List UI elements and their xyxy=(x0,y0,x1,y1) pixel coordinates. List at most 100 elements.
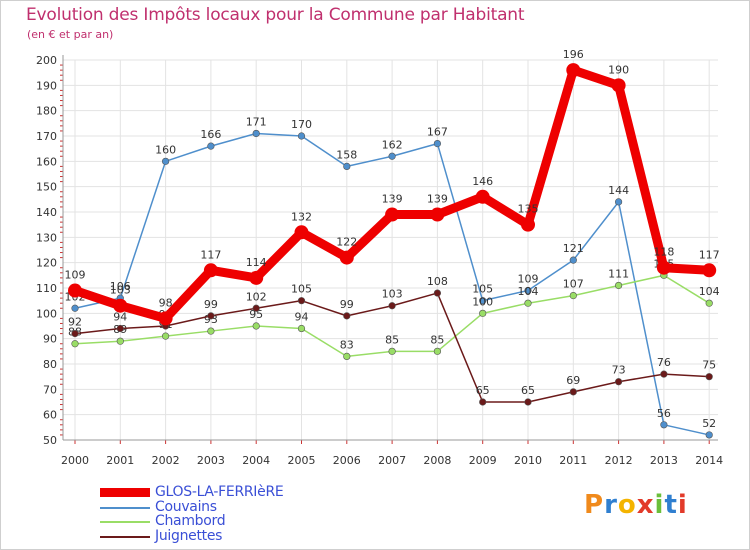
data-point xyxy=(524,398,532,406)
data-point xyxy=(249,270,264,285)
data-label: 162 xyxy=(382,138,403,151)
data-point xyxy=(388,152,396,160)
x-tick-label: 2007 xyxy=(378,454,406,467)
logo-letter: P xyxy=(584,490,605,520)
data-label: 170 xyxy=(291,118,312,131)
data-label: 92 xyxy=(68,316,82,329)
data-label: 105 xyxy=(472,283,493,296)
data-point xyxy=(433,347,442,355)
legend-swatch xyxy=(100,488,150,497)
data-label: 103 xyxy=(110,284,131,297)
data-point xyxy=(569,388,577,396)
data-label: 106 xyxy=(110,280,131,293)
data-point xyxy=(116,337,124,345)
logo-letter: i xyxy=(677,490,688,520)
data-point xyxy=(385,207,400,222)
y-tick-label: 100 xyxy=(36,307,57,320)
y-tick-label: 190 xyxy=(36,79,57,92)
data-label: 75 xyxy=(702,359,716,372)
data-label: 65 xyxy=(521,384,535,397)
y-tick-label: 160 xyxy=(36,155,57,168)
data-point xyxy=(433,289,442,297)
data-label: 73 xyxy=(612,364,626,377)
x-tick-label: 2005 xyxy=(288,454,316,467)
data-label: 65 xyxy=(476,384,490,397)
data-label: 52 xyxy=(702,417,716,430)
x-tick-label: 2009 xyxy=(469,454,497,467)
data-point xyxy=(660,421,668,429)
y-tick-label: 180 xyxy=(36,105,57,118)
data-point xyxy=(158,311,173,326)
y-tick-label: 70 xyxy=(43,383,57,396)
x-tick-label: 2014 xyxy=(695,454,723,467)
x-tick-label: 2011 xyxy=(559,454,587,467)
data-label: 109 xyxy=(518,273,539,286)
data-label: 100 xyxy=(472,295,493,308)
data-label: 108 xyxy=(427,275,448,288)
data-label: 105 xyxy=(291,283,312,296)
logo-letter: x xyxy=(636,490,655,520)
data-point xyxy=(656,260,671,275)
data-point xyxy=(521,217,535,232)
data-point xyxy=(207,312,215,320)
data-point xyxy=(660,370,668,378)
data-label: 118 xyxy=(653,246,674,259)
y-tick-label: 90 xyxy=(43,333,57,346)
data-point xyxy=(297,132,306,140)
data-label: 94 xyxy=(295,311,309,324)
data-label: 144 xyxy=(608,184,629,197)
data-point xyxy=(569,292,577,300)
legend-swatch xyxy=(100,521,150,523)
data-label: 104 xyxy=(518,285,539,298)
legend-label: Chambord xyxy=(155,513,226,529)
data-point xyxy=(566,63,581,78)
data-label: 109 xyxy=(65,269,86,282)
data-label: 139 xyxy=(382,193,403,206)
data-point xyxy=(339,250,354,265)
data-point xyxy=(388,302,396,310)
data-point xyxy=(68,283,82,298)
data-point xyxy=(475,189,490,204)
x-tick-label: 2008 xyxy=(423,454,451,467)
data-point xyxy=(343,312,351,320)
x-tick-label: 2003 xyxy=(197,454,225,467)
data-label: 83 xyxy=(340,338,354,351)
data-point xyxy=(71,304,79,312)
y-tick-label: 110 xyxy=(36,282,57,295)
data-label: 121 xyxy=(563,242,584,255)
data-point xyxy=(614,378,623,386)
data-point xyxy=(479,398,487,406)
data-point xyxy=(614,281,623,290)
data-point xyxy=(702,263,717,278)
data-point xyxy=(705,373,713,381)
x-tick-label: 2004 xyxy=(242,454,270,467)
data-label: 139 xyxy=(427,193,448,206)
x-tick-label: 2001 xyxy=(106,454,134,467)
data-point xyxy=(207,327,215,335)
data-label: 76 xyxy=(657,356,671,369)
data-point xyxy=(569,256,577,264)
data-label: 166 xyxy=(200,128,221,141)
y-tick-label: 170 xyxy=(36,130,57,143)
data-label: 196 xyxy=(563,48,584,61)
proxiti-logo: Proxiti xyxy=(584,490,688,520)
data-label: 104 xyxy=(699,285,720,298)
x-tick-label: 2002 xyxy=(152,454,180,467)
data-label: 171 xyxy=(246,115,267,128)
legend-swatch xyxy=(100,506,150,509)
y-tick-label: 60 xyxy=(43,409,57,422)
data-label: 111 xyxy=(608,267,629,280)
data-label: 167 xyxy=(427,126,448,139)
data-label: 107 xyxy=(563,278,584,291)
y-tick-label: 120 xyxy=(36,257,57,270)
data-point xyxy=(524,299,532,307)
x-tick-label: 2006 xyxy=(333,454,361,467)
chart-subtitle: (en € et par an) xyxy=(27,28,114,41)
data-label: 135 xyxy=(518,203,539,216)
data-point xyxy=(705,299,713,307)
legend-label: Juignettes xyxy=(155,527,223,544)
data-label: 132 xyxy=(291,210,312,223)
logo-letter: t xyxy=(664,490,678,520)
data-label: 102 xyxy=(246,290,267,303)
